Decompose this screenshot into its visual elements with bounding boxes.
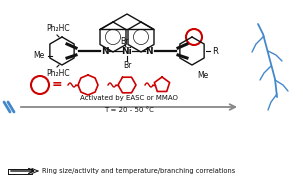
- Text: Ring size/activity and temperature/branching correlations: Ring size/activity and temperature/branc…: [42, 168, 235, 174]
- Text: T = 20 - 50 °C: T = 20 - 50 °C: [104, 107, 154, 113]
- Text: Ph₂HC: Ph₂HC: [46, 69, 70, 78]
- Text: Ni: Ni: [122, 46, 132, 56]
- Text: Br: Br: [123, 60, 131, 70]
- Text: R: R: [212, 46, 218, 56]
- Text: N: N: [145, 46, 153, 56]
- Text: Me: Me: [33, 51, 44, 60]
- Text: Activated by EASC or MMAO: Activated by EASC or MMAO: [80, 95, 178, 101]
- Text: =: =: [52, 78, 62, 91]
- Text: Me: Me: [197, 71, 208, 80]
- Text: Br: Br: [120, 36, 128, 46]
- Text: N: N: [101, 46, 109, 56]
- Text: Ph₂HC: Ph₂HC: [46, 24, 70, 33]
